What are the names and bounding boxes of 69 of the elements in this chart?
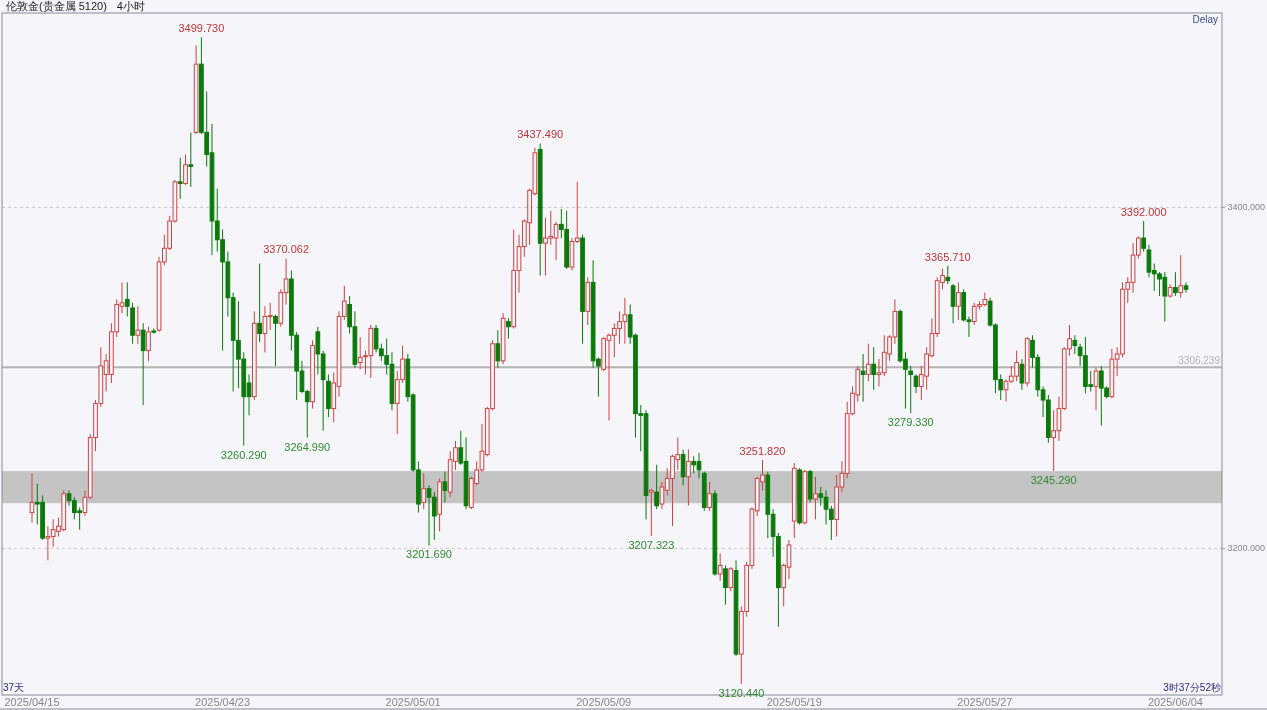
candlestick (950, 283, 956, 324)
candlestick (728, 566, 734, 592)
candlestick (866, 343, 871, 382)
candlestick (717, 552, 723, 582)
candlestick (913, 373, 919, 394)
candlestick (908, 365, 914, 414)
annotation: 3时37分52秒 (1163, 682, 1221, 693)
x-tick-label: 2025/05/01 (385, 696, 441, 708)
annotation: 3437.490 (517, 128, 564, 141)
candlestick (495, 329, 501, 369)
candlestick (183, 154, 188, 186)
x-tick-label: 2025/05/27 (957, 696, 1013, 708)
annotation: 3260.290 (220, 448, 267, 461)
annotation: 3279.330 (887, 416, 934, 429)
chart-title: 伦敦金(贵金属 5120) (6, 0, 107, 12)
ref-line-label: 3306.239 (1178, 355, 1221, 367)
candlestick (29, 472, 35, 524)
candlestick (871, 346, 877, 391)
candlestick (860, 353, 866, 403)
annotation: 3207.323 (628, 538, 675, 551)
x-tick-label: 2025/04/23 (195, 696, 251, 708)
candlestick (680, 448, 686, 486)
candlestick (1072, 334, 1078, 355)
text: 37天 (3, 682, 25, 693)
candlestick (1093, 367, 1099, 411)
candlestick (1183, 281, 1189, 294)
candlestick (257, 263, 262, 343)
candlestick (813, 476, 818, 520)
candlestick (707, 481, 712, 512)
annotation: 3245.290 (1030, 474, 1077, 487)
x-tick-label: 2025/05/09 (576, 696, 632, 708)
annotation: 3251.820 (739, 445, 786, 458)
candlestick (421, 472, 427, 510)
x-tick-label: 2025/05/19 (766, 696, 822, 708)
candlestick (506, 317, 511, 340)
annotation: 3392.000 (1120, 206, 1167, 219)
candlestick (686, 448, 691, 507)
chart-subtitle: 4小时 (116, 0, 145, 12)
candlestick (140, 322, 146, 406)
candlestick (177, 157, 183, 200)
candlestick (135, 305, 141, 345)
candlestick (1173, 271, 1178, 297)
candlestick (723, 564, 728, 606)
y-tick-label: 3200.000 (1227, 542, 1265, 553)
candlestick (442, 471, 448, 503)
candlestick (649, 488, 654, 537)
annotation: 3370.062 (263, 243, 310, 256)
y-tick-label: 3400.000 (1227, 201, 1265, 212)
candlestick (431, 491, 437, 541)
annotation: 3499.730 (178, 22, 225, 35)
candlestick (1019, 358, 1025, 391)
candlestick (654, 464, 659, 510)
annotation: 3201.690 (406, 548, 452, 561)
candlestick (146, 326, 151, 362)
x-tick-label: 2025/04/15 (4, 696, 60, 708)
candlestick (1141, 220, 1147, 253)
x-tick-label: 2025/06/04 (1147, 696, 1203, 708)
candlestick (956, 281, 961, 321)
candlestick (188, 131, 194, 188)
candlestick (273, 314, 278, 367)
text: Delay (1192, 14, 1218, 25)
candlestick (124, 281, 130, 317)
annotation: 3365.710 (924, 250, 971, 263)
candlestick (1178, 254, 1184, 299)
candlestick (1051, 409, 1057, 472)
candlestick (357, 336, 363, 370)
annotation: 3120.440 (718, 687, 765, 700)
annotation: 3264.990 (284, 440, 331, 453)
candlestick (945, 265, 951, 285)
